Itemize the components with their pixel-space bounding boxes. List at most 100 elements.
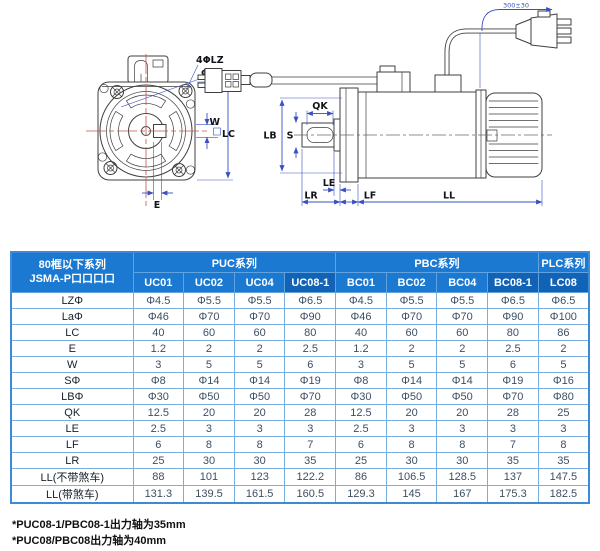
value-cell: 25 [537, 404, 590, 421]
value-cell: 30 [436, 452, 489, 469]
value-cell: 8 [537, 436, 590, 453]
value-cell: 25 [132, 452, 185, 469]
value-cell: 88 [132, 468, 185, 486]
value-cell: 25 [335, 452, 387, 469]
table-row: LZΦ Φ4.5 Φ5.5 Φ5.5 Φ6.5 Φ4.5 Φ5.5 Φ5.5 Φ6.5 Φ6.5 [10, 292, 590, 309]
value-cell: Φ14 [385, 372, 438, 389]
value-cell: 139.5 [183, 485, 235, 504]
table-row: SΦ Φ8 Φ14 Φ14 Φ19 Φ8 Φ14 Φ14 Φ19 Φ16 [10, 372, 590, 389]
value-cell: 20 [233, 404, 286, 421]
value-cell: 3 [537, 420, 590, 437]
value-cell: Φ5.5 [385, 292, 438, 309]
row-label: LaΦ [10, 308, 134, 325]
row-label: LE [10, 420, 134, 437]
value-cell: Φ16 [537, 372, 590, 389]
value-cell: 30 [385, 452, 438, 469]
value-cell: 3 [385, 420, 438, 437]
footnote-line: *PUC08/PBC08出力轴为40mm [12, 534, 167, 547]
label-w: W [210, 117, 221, 128]
column-header-bc04: BC04 [436, 272, 489, 293]
spec-table-head: 80框以下系列 JSMA-P口口口口 PUC系列 PBC系列 PLC系列 UC01 UC02… [10, 251, 590, 293]
value-cell: Φ4.5 [335, 292, 387, 309]
square-symbol [213, 127, 221, 136]
value-cell: 2 [183, 340, 235, 357]
encoder-block [376, 71, 411, 93]
value-cell: Φ90 [284, 308, 337, 325]
value-cell: 5 [183, 356, 235, 373]
value-cell: Φ70 [436, 308, 489, 325]
value-cell: Φ100 [537, 308, 590, 325]
value-cell: 3 [487, 420, 539, 437]
label-lb: LB [263, 131, 276, 142]
value-cell: 12.5 [335, 404, 387, 421]
row-label: LZΦ [10, 292, 134, 309]
value-cell: 35 [487, 452, 539, 469]
value-cell: 20 [385, 404, 438, 421]
table-row: LL(不带煞车) 88 101 123 122.2 86 106.5 128.5 137 147.… [10, 468, 590, 486]
corner-header-line: JSMA-P口口口口 [29, 272, 116, 285]
table-row: LBΦ Φ30 Φ50 Φ50 Φ70 Φ30 Φ50 Φ50 Φ70 Φ80 [10, 388, 590, 405]
corner-header-line: 80框以下系列 [38, 258, 106, 271]
column-header-bc02: BC02 [385, 272, 438, 293]
value-cell: 175.3 [487, 485, 539, 504]
value-cell: 106.5 [385, 468, 438, 486]
series-header: PLC系列 [537, 251, 590, 273]
value-cell: Φ19 [487, 372, 539, 389]
column-header-lc08: LC08 [537, 272, 590, 293]
row-label: SΦ [10, 372, 134, 389]
value-cell: 2 [436, 340, 489, 357]
value-cell: 5 [233, 356, 286, 373]
value-cell: 35 [537, 452, 590, 469]
value-cell: 80 [284, 324, 337, 341]
value-cell: 3 [335, 356, 387, 373]
value-cell: 60 [183, 324, 235, 341]
value-cell: 8 [183, 436, 235, 453]
value-cell: 86 [335, 468, 387, 486]
value-cell: Φ50 [385, 388, 438, 405]
value-cell: 2 [537, 340, 590, 357]
spec-table-body: LZΦ Φ4.5 Φ5.5 Φ5.5 Φ6.5 Φ4.5 Φ5.5 Φ5.5 Φ6.5 Φ6.5 L… [10, 292, 590, 504]
value-cell: Φ50 [436, 388, 489, 405]
value-cell: Φ30 [335, 388, 387, 405]
column-header-uc04: UC04 [233, 272, 286, 293]
row-label: W [10, 356, 134, 373]
value-cell: 123 [233, 468, 286, 486]
label-qk: QK [312, 101, 328, 112]
label-e: E [154, 200, 161, 211]
value-cell: 145 [385, 485, 438, 504]
table-row: LC 40 60 60 80 40 60 60 80 86 [10, 324, 590, 341]
value-cell: 30 [233, 452, 286, 469]
value-cell: 2.5 [335, 420, 387, 437]
value-cell: 60 [436, 324, 489, 341]
header-row-models: UC01 UC02 UC04 UC08-1 BC01 BC02 BC04 BC08-1 LC08 [11, 272, 590, 293]
value-cell: 1.2 [335, 340, 387, 357]
value-cell: 60 [385, 324, 438, 341]
value-cell: 28 [487, 404, 539, 421]
row-label: LC [10, 324, 134, 341]
bolt-holes [97, 83, 196, 177]
value-cell: Φ50 [233, 388, 286, 405]
value-cell: 2.5 [284, 340, 337, 357]
label-ll: LL [443, 191, 455, 202]
value-cell: Φ90 [487, 308, 539, 325]
label-lc: LC [222, 129, 235, 140]
table-row: E 1.2 2 2 2.5 1.2 2 2 2.5 2 [10, 340, 590, 357]
value-cell: Φ30 [132, 388, 185, 405]
spec-table: 80框以下系列 JSMA-P口口口口 PUC系列 PBC系列 PLC系列 UC01 UC02… [10, 251, 590, 504]
value-cell: Φ5.5 [233, 292, 286, 309]
series-header: PBC系列 [335, 251, 539, 273]
value-cell: Φ70 [385, 308, 438, 325]
value-cell: 35 [284, 452, 337, 469]
series-header: PUC系列 [132, 251, 337, 273]
value-cell: 12.5 [132, 404, 185, 421]
value-cell: 3 [284, 420, 337, 437]
table-row: QK 12.5 20 20 28 12.5 20 20 28 25 [10, 404, 590, 421]
cooling-ribs [488, 100, 539, 164]
row-label: LF [10, 436, 134, 453]
value-cell: 137 [487, 468, 539, 486]
label-lf: LF [364, 191, 377, 202]
value-cell: 30 [183, 452, 235, 469]
value-cell: 128.5 [436, 468, 489, 486]
